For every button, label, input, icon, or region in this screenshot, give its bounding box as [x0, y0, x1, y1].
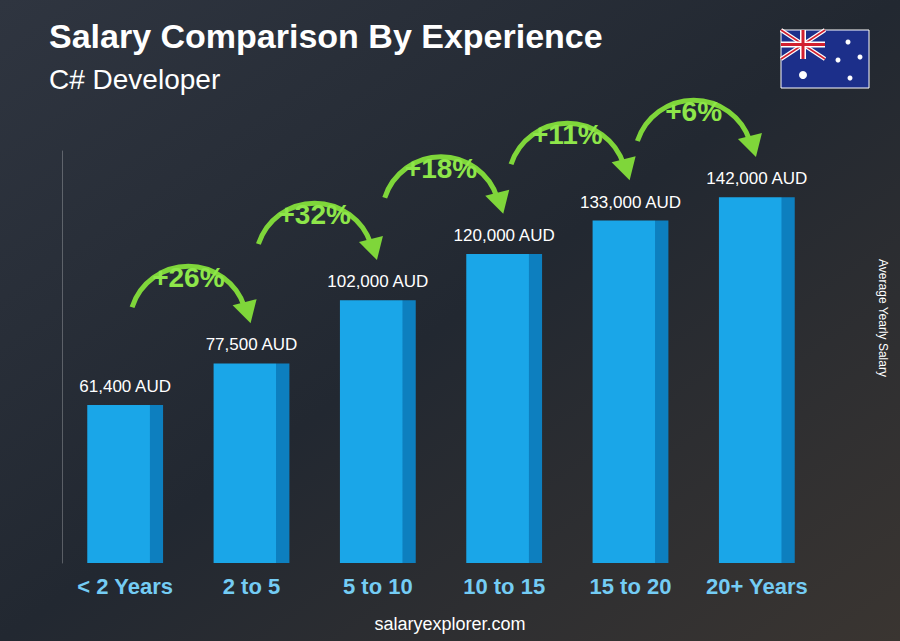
- svg-text:2 to 5: 2 to 5: [223, 574, 280, 599]
- svg-text:5 to 10: 5 to 10: [343, 574, 413, 599]
- svg-text:20+ Years: 20+ Years: [706, 574, 808, 599]
- svg-text:10 to 15: 10 to 15: [463, 574, 545, 599]
- svg-text:+11%: +11%: [532, 119, 603, 150]
- svg-text:133,000 AUD: 133,000 AUD: [580, 193, 681, 212]
- svg-text:+6%: +6%: [665, 96, 722, 127]
- svg-text:salaryexplorer.com: salaryexplorer.com: [374, 614, 525, 634]
- svg-text:61,400 AUD: 61,400 AUD: [79, 377, 171, 396]
- svg-text:Average Yearly Salary: Average Yearly Salary: [876, 259, 890, 377]
- svg-text:15 to 20: 15 to 20: [590, 574, 672, 599]
- svg-text:+26%: +26%: [152, 262, 224, 293]
- svg-text:C# Developer: C# Developer: [49, 64, 220, 95]
- svg-text:< 2 Years: < 2 Years: [77, 574, 173, 599]
- svg-text:142,000 AUD: 142,000 AUD: [706, 169, 807, 188]
- svg-text:+18%: +18%: [405, 153, 477, 184]
- svg-text:Salary Comparison By Experienc: Salary Comparison By Experience: [49, 17, 603, 55]
- svg-text:120,000 AUD: 120,000 AUD: [454, 226, 555, 245]
- svg-text:102,000 AUD: 102,000 AUD: [327, 272, 428, 291]
- svg-text:+32%: +32%: [278, 199, 350, 230]
- svg-text:77,500 AUD: 77,500 AUD: [206, 335, 298, 354]
